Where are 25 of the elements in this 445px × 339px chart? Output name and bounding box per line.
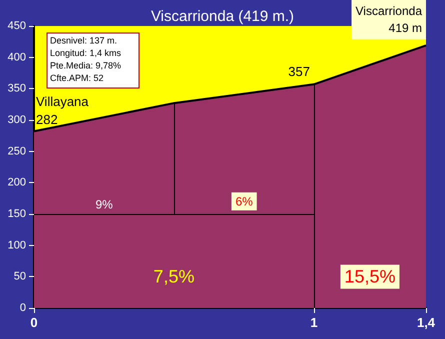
y-tick-label: 450: [8, 20, 26, 32]
annotation: 15,5%: [344, 266, 396, 287]
y-tick-label: 200: [8, 176, 26, 189]
annotation: Cfte.APM: 52: [50, 73, 104, 83]
annotation: 9%: [95, 198, 114, 212]
y-tick-label: 0: [20, 302, 26, 314]
y-tick-label: 150: [8, 208, 26, 220]
annotation: Pte.Media: 9,78%: [50, 60, 122, 70]
annotation: Desnivel: 137 m.: [50, 36, 118, 46]
chart-title: Viscarrionda (419 m.): [150, 8, 294, 25]
annotation: Viscarrionda 419 m: [356, 4, 422, 35]
annotation: 6%: [235, 194, 254, 208]
annotation: 357: [288, 64, 310, 79]
annotation: 7,5%: [153, 266, 194, 287]
x-tick-label: 1,4: [416, 315, 436, 330]
y-tick-label: 100: [8, 239, 26, 252]
y-tick-label: 350: [8, 82, 26, 95]
y-tick-label: 50: [14, 270, 26, 283]
y-tick-label: 400: [8, 51, 26, 64]
x-tick-label: 1: [310, 315, 318, 330]
x-tick-label: 0: [30, 315, 38, 330]
annotation: Villayana 282: [36, 94, 90, 127]
y-tick-label: 250: [8, 145, 26, 158]
annotation: Longitud: 1,4 kms: [50, 48, 122, 58]
y-tick-label: 300: [8, 114, 26, 126]
